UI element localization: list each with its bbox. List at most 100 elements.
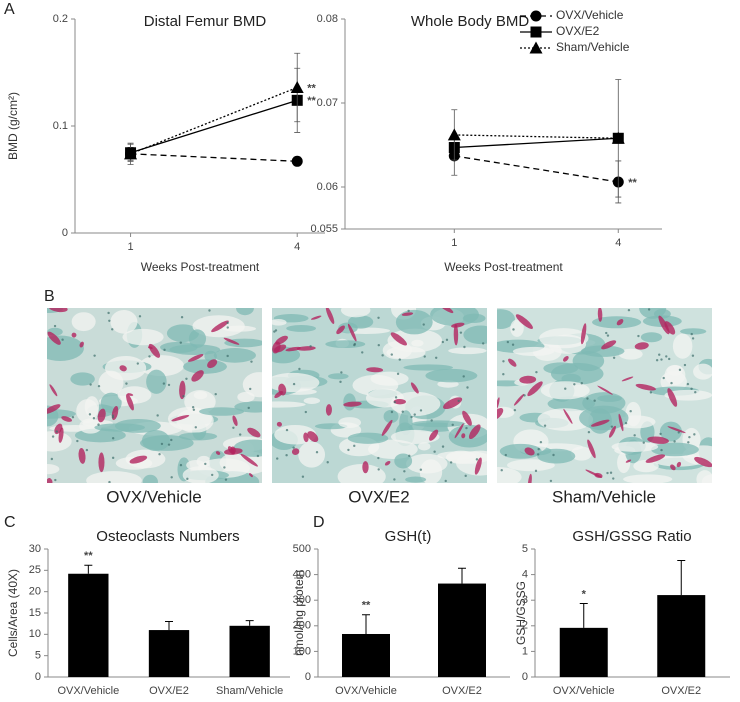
x-tick-label: 1 xyxy=(451,237,457,249)
tissue xyxy=(70,372,95,386)
tissue xyxy=(445,451,487,464)
tissue xyxy=(365,388,405,408)
stain xyxy=(71,332,77,338)
cell xyxy=(285,454,288,457)
series-line xyxy=(454,134,619,139)
tissue xyxy=(286,325,317,332)
tissue xyxy=(382,341,413,360)
tissue xyxy=(623,474,673,483)
error-bar xyxy=(579,603,588,628)
stain xyxy=(187,354,204,362)
series-line xyxy=(454,155,619,183)
cell xyxy=(691,337,695,340)
y-tick-label: 500 xyxy=(293,543,311,555)
cell xyxy=(504,453,507,457)
cell xyxy=(463,345,466,349)
tissue xyxy=(419,459,443,483)
significance: ** xyxy=(307,95,316,107)
tissue xyxy=(597,395,622,402)
cell xyxy=(662,376,665,380)
tissue xyxy=(272,319,287,326)
stain xyxy=(390,332,407,346)
cell xyxy=(580,382,583,385)
tissue xyxy=(325,340,366,349)
cell xyxy=(673,440,676,443)
cell xyxy=(156,414,159,417)
cell xyxy=(677,431,680,434)
cell xyxy=(609,471,613,474)
tissue xyxy=(651,442,699,457)
cell xyxy=(285,428,289,432)
stain xyxy=(609,425,616,438)
cell xyxy=(167,383,171,387)
error-bar xyxy=(165,621,173,631)
cell xyxy=(523,394,526,397)
cell xyxy=(111,437,115,440)
cell xyxy=(534,469,538,473)
y-tick-label: 0 xyxy=(522,671,528,683)
cell xyxy=(50,457,54,461)
cell xyxy=(163,348,166,352)
x-tick-label: OVX/Vehicle xyxy=(553,685,615,697)
tissue xyxy=(146,369,167,394)
tissue xyxy=(411,420,466,428)
cell xyxy=(232,426,235,429)
stain xyxy=(527,473,532,483)
cell xyxy=(587,430,591,434)
cell xyxy=(512,328,515,331)
y-tick-label: 200 xyxy=(293,620,311,632)
chart-title: GSH/GSSG Ratio xyxy=(572,528,691,545)
tissue xyxy=(122,328,164,346)
tissue xyxy=(76,399,99,424)
stain xyxy=(343,401,362,407)
cell xyxy=(536,453,540,456)
cell xyxy=(226,321,229,325)
cell xyxy=(377,468,380,471)
y-tick-label: 10 xyxy=(29,628,41,640)
cell xyxy=(182,395,185,398)
y-tick-label: 1 xyxy=(522,645,528,657)
cell xyxy=(637,334,640,338)
stain xyxy=(618,413,624,432)
stain xyxy=(223,337,240,345)
stain xyxy=(393,398,406,405)
stain xyxy=(362,461,369,474)
stain xyxy=(519,375,537,384)
series-line xyxy=(130,99,298,154)
cell xyxy=(136,362,140,365)
tissue xyxy=(142,474,158,483)
stain xyxy=(207,359,218,369)
legend-marker xyxy=(529,41,543,54)
stain xyxy=(126,393,134,411)
y-tick-label: 300 xyxy=(293,594,311,606)
y-axis-label: BMD (g/cm²) xyxy=(6,92,20,160)
stain xyxy=(676,461,682,468)
legend-label: Sham/Vehicle xyxy=(556,40,630,54)
cell xyxy=(111,328,114,331)
cell xyxy=(423,355,426,358)
cell xyxy=(160,442,164,446)
stain xyxy=(303,432,309,443)
tissue xyxy=(117,386,152,404)
cell xyxy=(158,452,161,456)
cell xyxy=(326,461,329,464)
legend-label: OVX/Vehicle xyxy=(556,8,624,22)
stain xyxy=(454,423,464,439)
cell xyxy=(649,391,653,394)
stain xyxy=(635,383,656,391)
tissue xyxy=(510,319,524,337)
cell xyxy=(315,450,319,454)
tissue xyxy=(540,381,590,400)
tissue xyxy=(672,333,693,359)
tissue xyxy=(497,406,515,418)
cell xyxy=(658,353,661,356)
cell xyxy=(276,457,279,460)
stain xyxy=(647,436,669,444)
cell xyxy=(459,331,463,334)
x-tick-label: Sham/Vehicle xyxy=(216,685,283,697)
stain xyxy=(601,340,617,350)
cell xyxy=(660,448,663,452)
cell xyxy=(552,453,555,457)
cell xyxy=(629,410,632,413)
bar xyxy=(559,627,608,677)
